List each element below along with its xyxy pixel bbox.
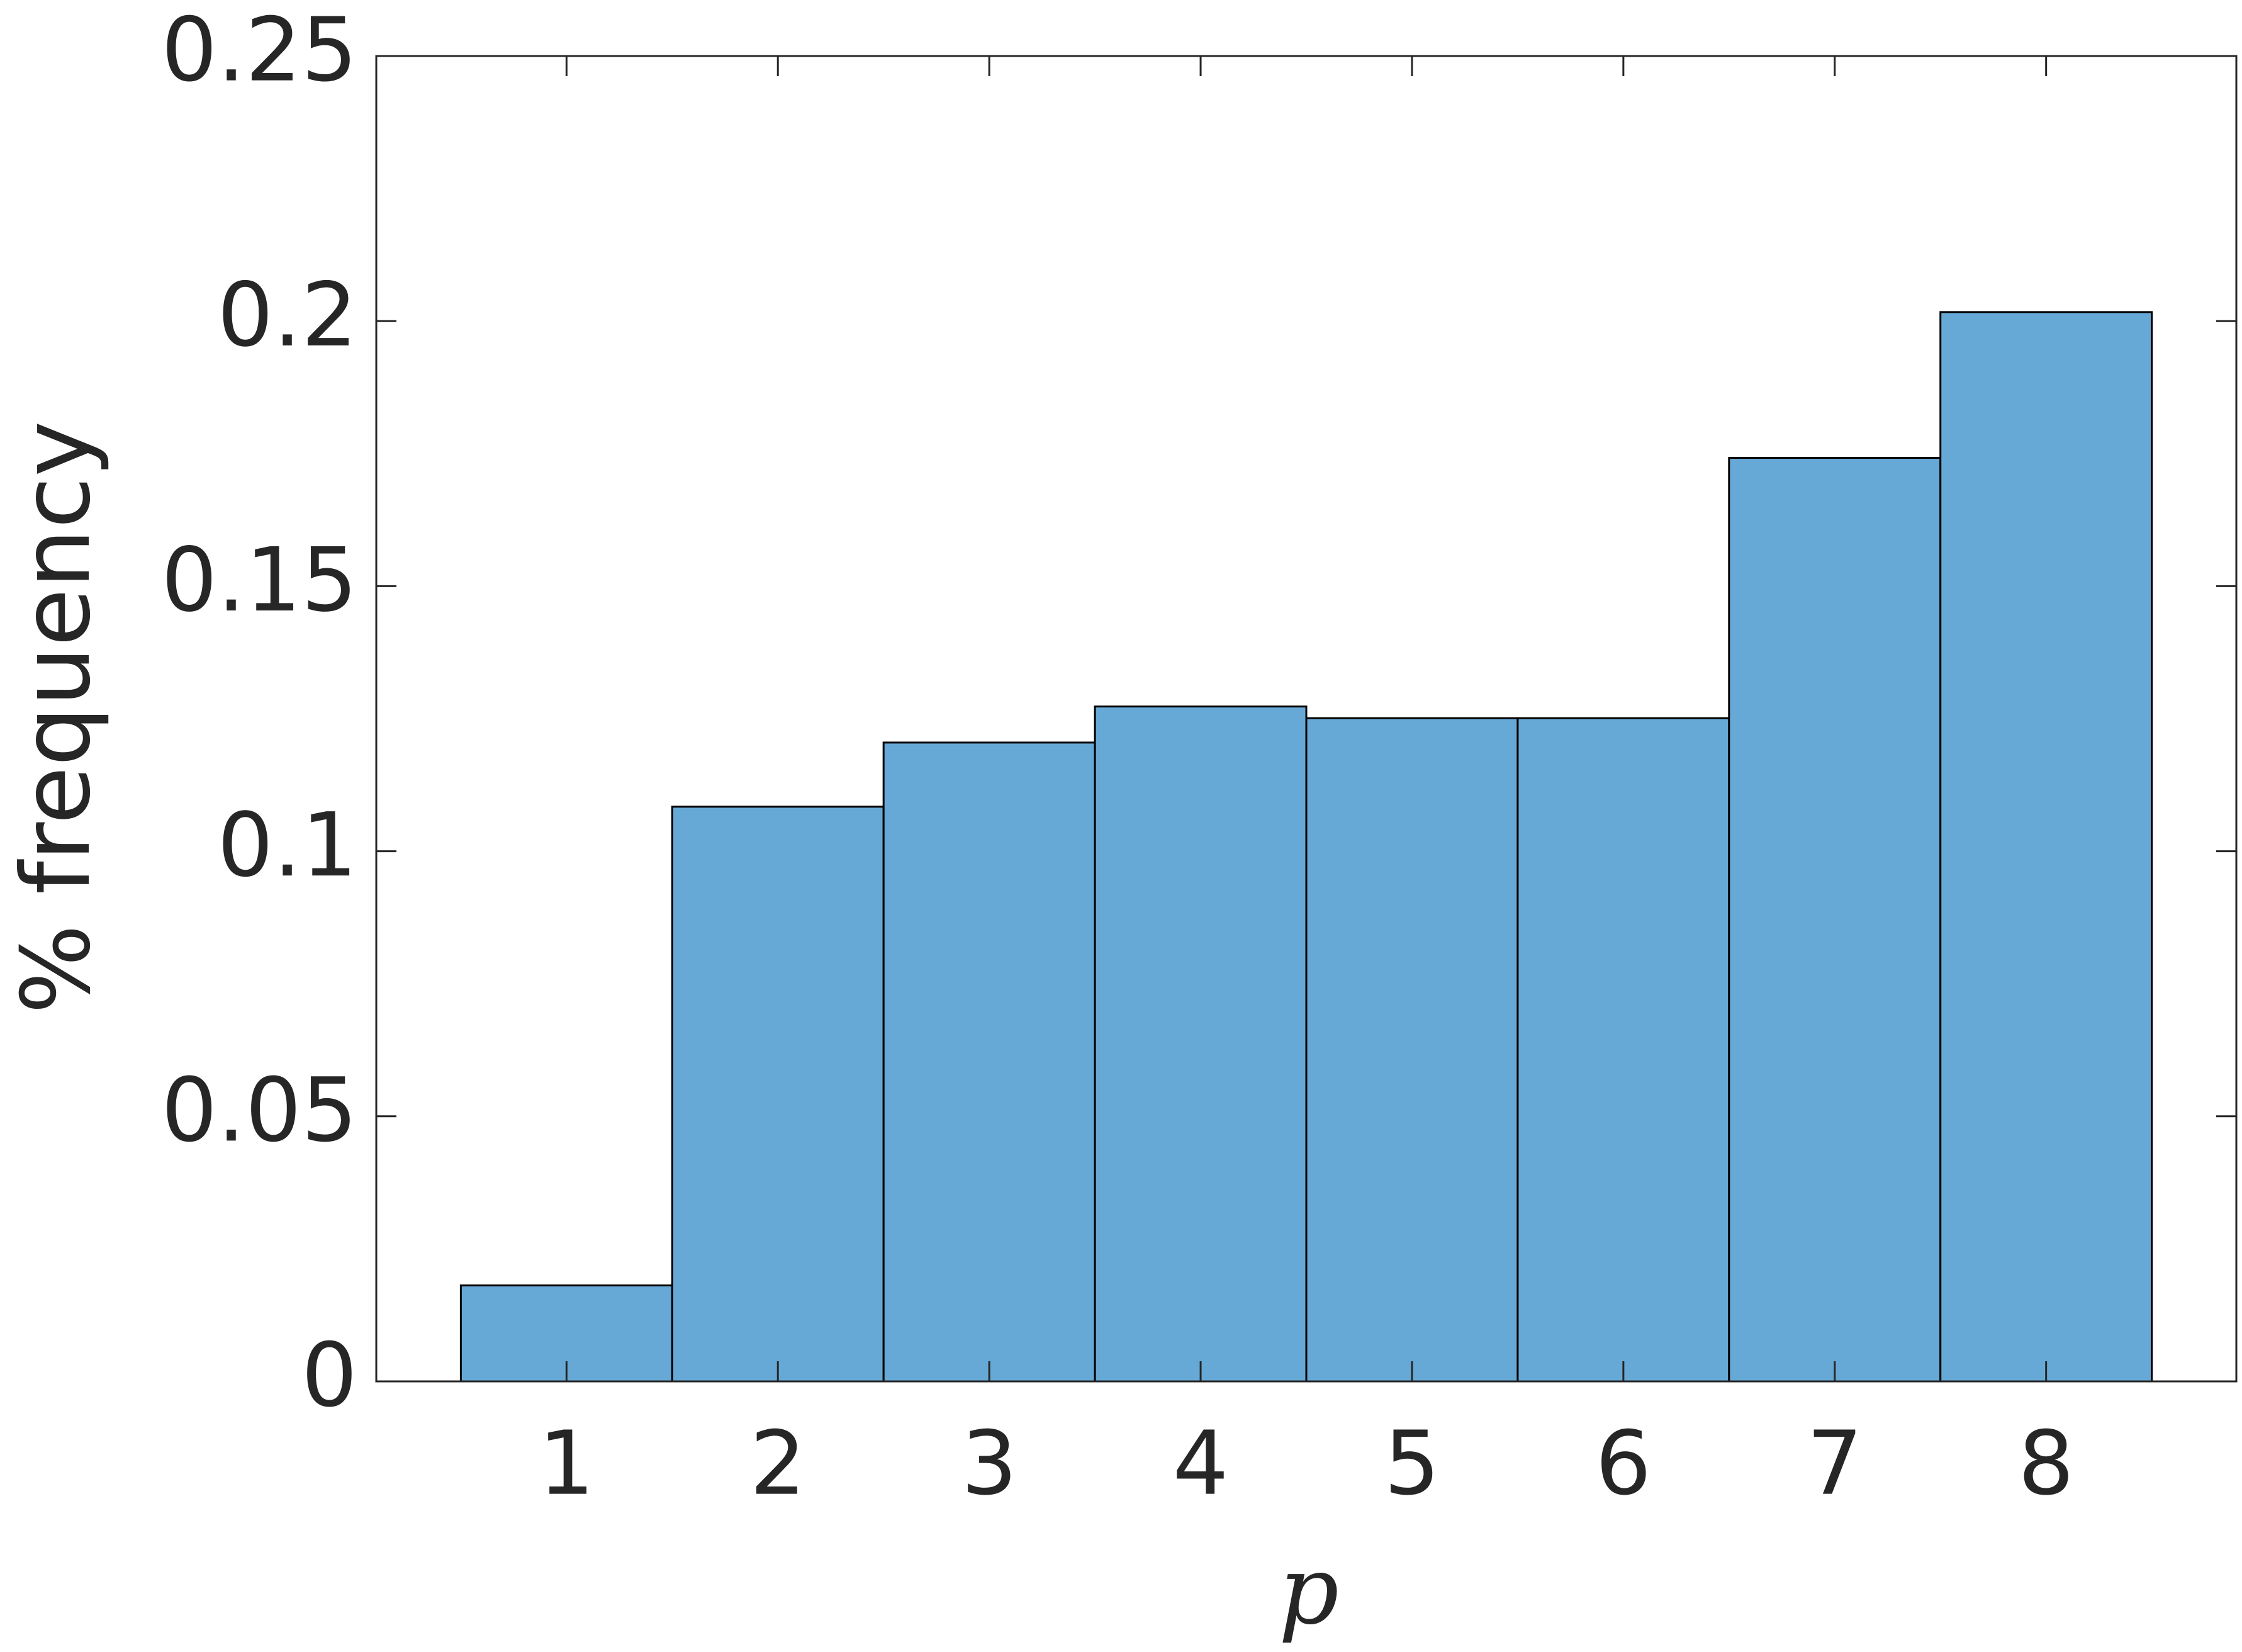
y-tick-label: 0.2 [217, 264, 357, 367]
bar [1939, 311, 2153, 1383]
x-tick-label: 3 [961, 1413, 1017, 1515]
x-axis-label: p [1279, 1536, 1339, 1646]
x-tick-label: 4 [1173, 1413, 1229, 1515]
y-tick-label: 0.05 [161, 1059, 357, 1162]
bar [882, 741, 1096, 1383]
y-tick-label: 0.15 [161, 529, 357, 632]
x-tick-label: 7 [1807, 1413, 1863, 1515]
bar [1305, 717, 1519, 1383]
x-tick-label: 2 [750, 1413, 806, 1515]
x-tick-label: 5 [1384, 1413, 1440, 1515]
y-tick-label: 0.25 [161, 0, 357, 102]
bar [671, 806, 885, 1383]
bar [1728, 457, 1942, 1383]
x-tick-label: 6 [1595, 1413, 1651, 1515]
bar [1516, 717, 1730, 1383]
y-tick-label: 0 [301, 1325, 357, 1427]
bar [1094, 705, 1308, 1383]
x-tick-label: 1 [539, 1413, 595, 1515]
y-tick-label: 0.1 [217, 794, 357, 897]
y-axis-label: % frequency [2, 421, 111, 1014]
axes-box [375, 55, 2238, 1383]
x-tick-label: 8 [2018, 1413, 2074, 1515]
